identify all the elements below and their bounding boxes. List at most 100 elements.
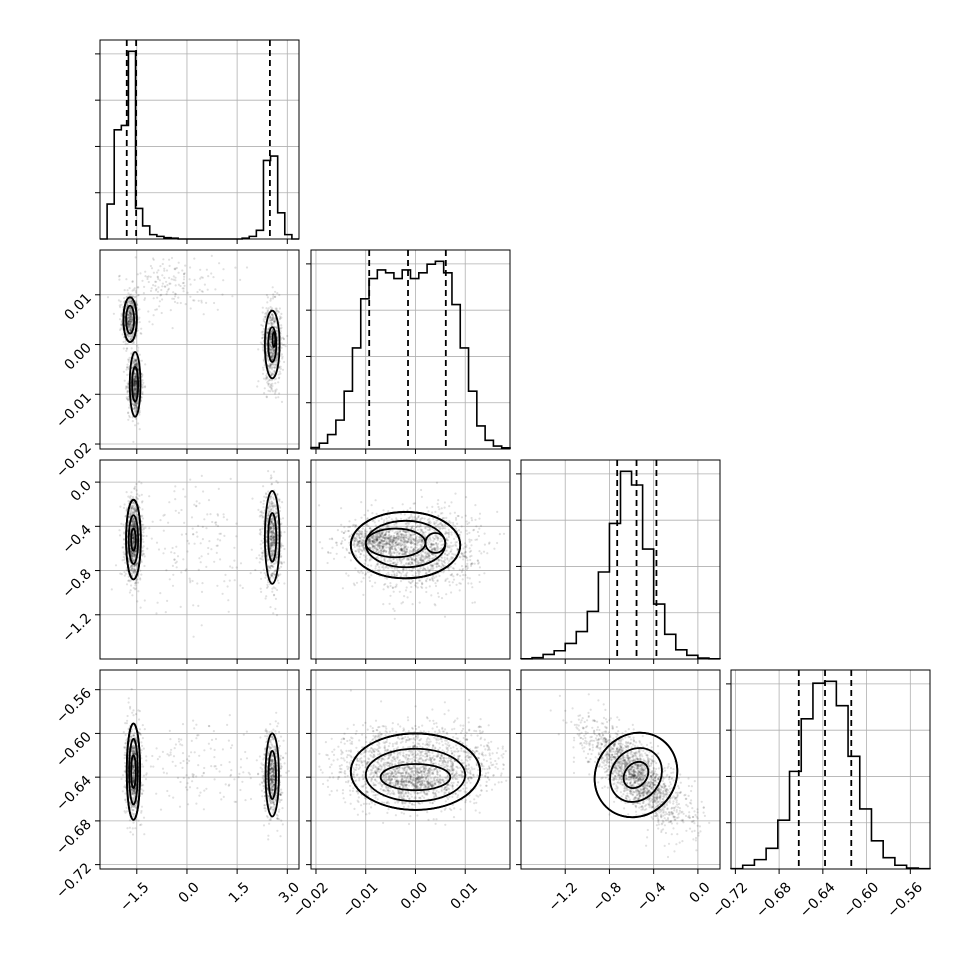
sample-point [388, 540, 391, 543]
sample-point [132, 538, 135, 541]
sample-point [137, 590, 140, 593]
sample-point [375, 563, 378, 566]
sample-point [379, 551, 383, 554]
sample-point [270, 387, 273, 390]
sample-point [133, 382, 136, 385]
sample-point [478, 517, 481, 520]
sample-point [130, 336, 133, 340]
sample-point [269, 383, 273, 386]
sample-point [129, 320, 132, 323]
sample-point [119, 327, 122, 330]
sample-point [126, 303, 129, 307]
sample-point [127, 412, 130, 415]
sample-point [265, 493, 268, 496]
sample-point [141, 528, 144, 532]
sample-point [440, 566, 443, 569]
sample-point [272, 553, 275, 556]
sample-point [168, 578, 171, 581]
sample-point [376, 544, 379, 547]
sample-point [136, 294, 139, 297]
sample-point [134, 402, 138, 405]
sample-point [133, 380, 136, 383]
sample-point [373, 539, 376, 543]
sample-point [123, 558, 126, 561]
sample-point [130, 525, 133, 528]
sample-point [133, 507, 136, 511]
sample-point [152, 314, 155, 317]
sample-point [133, 384, 136, 387]
sample-point [134, 381, 138, 384]
sample-point [364, 536, 367, 539]
sample-point [128, 319, 131, 322]
sample-point [269, 338, 273, 341]
sample-point [128, 313, 131, 317]
sample-point [389, 545, 393, 548]
sample-point [274, 569, 277, 572]
sample-point [393, 537, 396, 540]
sample-point [141, 514, 144, 517]
sample-point [353, 543, 356, 546]
sample-point [366, 541, 369, 544]
sample-point [131, 523, 134, 526]
sample-point [386, 537, 390, 540]
sample-point [156, 276, 159, 279]
sample-point [392, 536, 395, 540]
sample-point [271, 524, 274, 527]
sample-point [262, 485, 265, 488]
sample-point [134, 510, 137, 513]
sample-point [359, 552, 362, 556]
sample-point [269, 333, 272, 336]
sample-point [135, 410, 138, 413]
sample-point [140, 501, 144, 504]
sample-point [150, 537, 153, 540]
sample-point [184, 495, 187, 498]
sample-point [354, 539, 357, 542]
sample-point [401, 540, 404, 543]
sample-point [370, 564, 373, 567]
sample-point [272, 549, 275, 552]
sample-point [161, 274, 164, 277]
sample-point [132, 512, 135, 515]
sample-point [365, 530, 368, 533]
sample-point [271, 537, 274, 540]
sample-point [131, 302, 134, 305]
sample-point [269, 576, 272, 579]
sample-point [389, 549, 392, 552]
sample-point [275, 329, 279, 332]
sample-point [400, 549, 403, 552]
sample-point [132, 507, 135, 510]
sample-point [270, 539, 273, 542]
sample-point [279, 506, 282, 509]
sample-point [267, 384, 270, 387]
sample-point [273, 593, 276, 596]
sample-point [182, 287, 185, 290]
sample-point [370, 537, 373, 540]
sample-point [272, 352, 276, 355]
sample-point [260, 511, 264, 514]
sample-point [173, 267, 176, 270]
sample-point [386, 542, 389, 545]
sample-point [372, 534, 375, 537]
sample-point [393, 538, 396, 541]
sample-point [382, 543, 385, 546]
y-tick-label: −0.8 [59, 566, 94, 601]
sample-point [265, 496, 268, 499]
sample-point [132, 385, 135, 388]
sample-point [374, 535, 377, 538]
sample-point [274, 390, 277, 393]
sample-point [132, 524, 135, 527]
sample-point [412, 538, 415, 541]
sample-point [193, 257, 196, 260]
sample-point [132, 543, 135, 546]
sample-point [132, 341, 136, 344]
sample-point [383, 538, 386, 541]
sample-point [125, 385, 128, 388]
scatter-panel-0-1: −0.02−0.010.000.01 [53, 249, 300, 481]
sample-point [450, 557, 454, 560]
sample-point [131, 496, 135, 499]
sample-point [379, 537, 382, 541]
sample-point [201, 582, 204, 585]
sample-point [376, 539, 379, 542]
sample-point [437, 547, 440, 550]
sample-point [388, 540, 391, 543]
